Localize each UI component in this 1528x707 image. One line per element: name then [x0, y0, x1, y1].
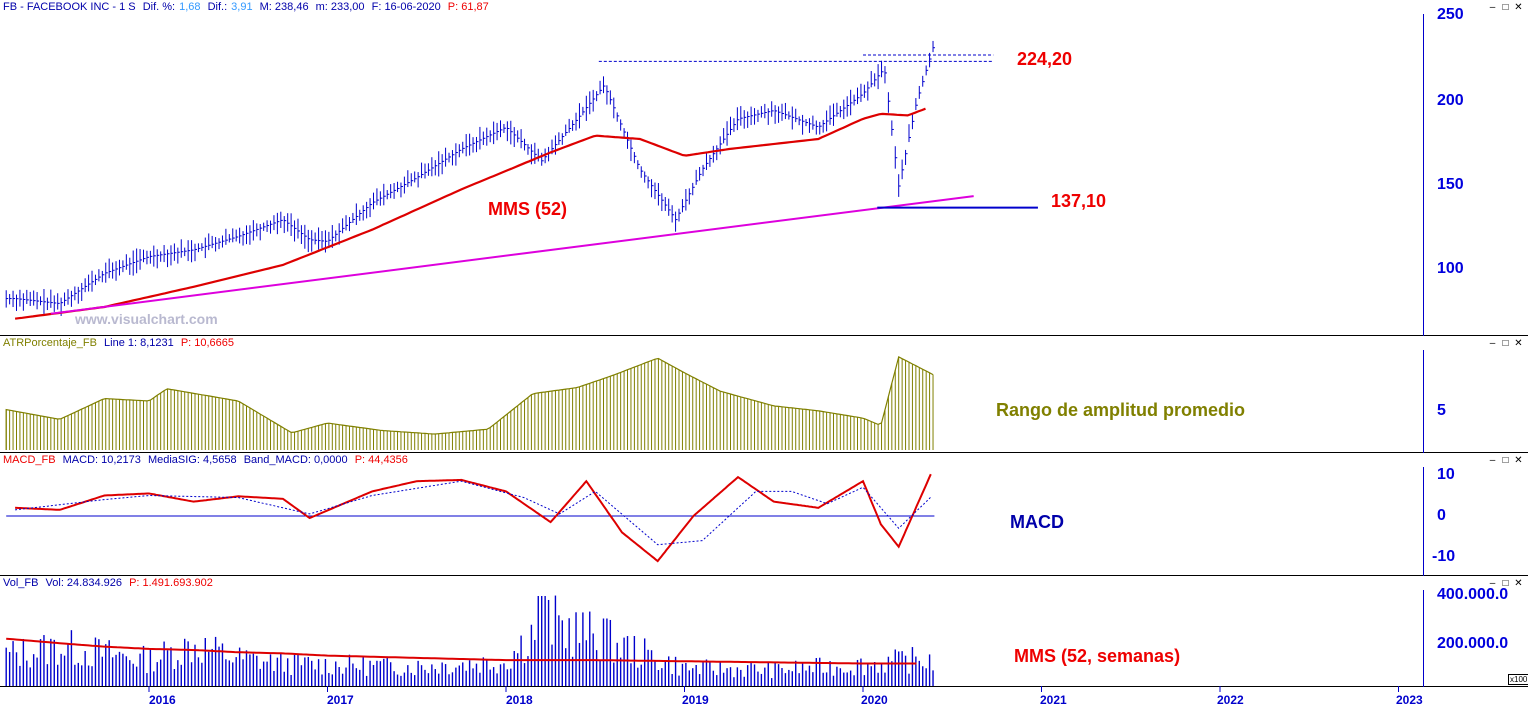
x-tick-2017: 2017	[327, 693, 354, 707]
vol-value: Vol: 24.834.926	[45, 577, 122, 589]
vol-multiplier: x100	[1508, 674, 1528, 685]
minimize-icon[interactable]: –	[1489, 338, 1496, 349]
atr-p-value: P: 10,6665	[180, 337, 235, 349]
close-icon[interactable]: ✕	[1514, 2, 1523, 13]
dif-pct-value: 1,68	[179, 1, 201, 13]
symbol-label: FB - FACEBOOK INC - 1 S	[3, 1, 136, 13]
maximize-icon[interactable]: □	[1502, 338, 1509, 349]
x-tick-2018: 2018	[506, 693, 533, 707]
vol-window-buttons: – □ ✕	[1485, 578, 1524, 589]
macd-value: MACD: 10,2173	[62, 454, 141, 466]
x-tick-2022: 2022	[1217, 693, 1244, 707]
x-tick-2023: 2023	[1396, 693, 1423, 707]
macd-y-axis	[1423, 467, 1424, 576]
close-icon[interactable]: ✕	[1514, 578, 1523, 589]
macd-y-tick-minus10: -10	[1432, 548, 1456, 565]
dif-value: 3,91	[231, 1, 253, 13]
macd-header: MACD_FB MACD: 10,2173 MediaSIG: 4,5658 B…	[3, 454, 412, 466]
price-window-buttons: – □ ✕	[1485, 2, 1524, 13]
macd-y-tick-0: 0	[1437, 507, 1446, 524]
maximize-icon[interactable]: □	[1502, 455, 1509, 466]
macd-sig-value: MediaSIG: 4,5658	[147, 454, 237, 466]
macd-panel: MACD_FB MACD: 10,2173 MediaSIG: 4,5658 B…	[0, 453, 1528, 576]
atr-outline	[5, 356, 934, 450]
y-tick-250: 250	[1437, 6, 1464, 23]
vol-mms-label: MMS (52, semanas)	[1014, 646, 1181, 666]
macd-window-buttons: – □ ✕	[1485, 455, 1524, 466]
macd-band-value: Band_MACD: 0,0000	[243, 454, 348, 466]
date-value: F: 16-06-2020	[371, 1, 441, 13]
vol-name: Vol_FB	[3, 577, 39, 589]
min-value: m: 233,00	[315, 1, 365, 13]
vol-y-tick-400: 400.000.0	[1437, 586, 1509, 603]
x-tick-2016: 2016	[149, 693, 176, 707]
support-label: 137,10	[1051, 191, 1107, 211]
atr-y-tick-5: 5	[1437, 402, 1446, 419]
macd-p-value: P: 44,4356	[354, 454, 408, 466]
vol-y-tick-200: 200.000.0	[1437, 635, 1509, 652]
watermark: www.visualchart.com	[75, 311, 218, 327]
vol-y-axis	[1423, 590, 1424, 687]
macd-name: MACD_FB	[3, 454, 56, 466]
dif-pct-label: Dif. %:	[142, 1, 176, 13]
y-tick-100: 100	[1437, 260, 1464, 277]
close-icon[interactable]: ✕	[1514, 455, 1523, 466]
minimize-icon[interactable]: –	[1489, 2, 1496, 13]
price-header: FB - FACEBOOK INC - 1 S Dif. %: 1,68 Dif.…	[3, 1, 493, 13]
macd-line	[15, 473, 932, 563]
y-tick-200: 200	[1437, 92, 1464, 109]
minimize-icon[interactable]: –	[1489, 455, 1496, 466]
minimize-icon[interactable]: –	[1489, 578, 1496, 589]
max-value: M: 238,46	[259, 1, 309, 13]
atr-line-value: Line 1: 8,1231	[104, 337, 174, 349]
vol-header: Vol_FB Vol: 24.834.926 P: 1.491.693.902	[3, 577, 217, 589]
price-panel: FB - FACEBOOK INC - 1 S Dif. %: 1,68 Dif.…	[0, 0, 1528, 336]
vol-p-value: P: 1.491.693.902	[129, 577, 213, 589]
volume-mms-line	[6, 637, 917, 665]
x-tick-2021: 2021	[1040, 693, 1067, 707]
x-tick-2020: 2020	[861, 693, 888, 707]
atr-panel: ATRPorcentaje_FB Line 1: 8,1231 P: 10,66…	[0, 336, 1528, 453]
maximize-icon[interactable]: □	[1502, 2, 1509, 13]
macd-y-tick-10: 10	[1437, 466, 1455, 483]
p-value: P: 61,87	[447, 1, 489, 13]
macd-label: MACD	[1010, 512, 1064, 532]
volume-panel: Vol_FB Vol: 24.834.926 P: 1.491.693.902 …	[0, 576, 1528, 687]
y-tick-150: 150	[1437, 176, 1464, 193]
x-tick-2019: 2019	[682, 693, 709, 707]
trend-line	[50, 195, 974, 315]
mms-label: MMS (52)	[488, 199, 568, 219]
atr-y-axis	[1423, 350, 1424, 453]
price-y-axis	[1423, 14, 1424, 336]
dif-label: Dif.:	[207, 1, 228, 13]
atr-name: ATRPorcentaje_FB	[3, 337, 97, 349]
resistance-label: 224,20	[1017, 49, 1073, 69]
mms-line	[14, 107, 926, 320]
atr-label: Rango de amplitud promedio	[996, 400, 1246, 420]
maximize-icon[interactable]: □	[1502, 578, 1509, 589]
atr-window-buttons: – □ ✕	[1485, 338, 1524, 349]
macd-signal-line	[15, 480, 932, 546]
close-icon[interactable]: ✕	[1514, 338, 1523, 349]
atr-header: ATRPorcentaje_FB Line 1: 8,1231 P: 10,66…	[3, 337, 238, 349]
